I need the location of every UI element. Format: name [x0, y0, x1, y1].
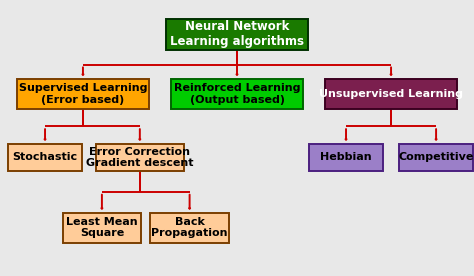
Text: Supervised Learning
(Error based): Supervised Learning (Error based) — [18, 83, 147, 105]
FancyBboxPatch shape — [166, 19, 308, 50]
Text: Least Mean
Square: Least Mean Square — [66, 217, 138, 238]
Text: Hebbian: Hebbian — [320, 152, 372, 162]
Text: Unsupervised Learning: Unsupervised Learning — [319, 89, 463, 99]
FancyBboxPatch shape — [151, 213, 228, 243]
FancyBboxPatch shape — [96, 144, 183, 171]
Text: Neural Network
Learning algorithms: Neural Network Learning algorithms — [170, 20, 304, 49]
Text: Reinforced Learning
(Output based): Reinforced Learning (Output based) — [174, 83, 300, 105]
FancyBboxPatch shape — [399, 144, 473, 171]
FancyBboxPatch shape — [325, 79, 457, 109]
Text: Back
Propagation: Back Propagation — [151, 217, 228, 238]
FancyBboxPatch shape — [171, 79, 303, 109]
Text: Error Correction
Gradient descent: Error Correction Gradient descent — [86, 147, 193, 168]
FancyBboxPatch shape — [8, 144, 82, 171]
FancyBboxPatch shape — [17, 79, 149, 109]
Text: Competitive: Competitive — [398, 152, 474, 162]
Text: Stochastic: Stochastic — [12, 152, 78, 162]
FancyBboxPatch shape — [63, 213, 141, 243]
FancyBboxPatch shape — [309, 144, 383, 171]
